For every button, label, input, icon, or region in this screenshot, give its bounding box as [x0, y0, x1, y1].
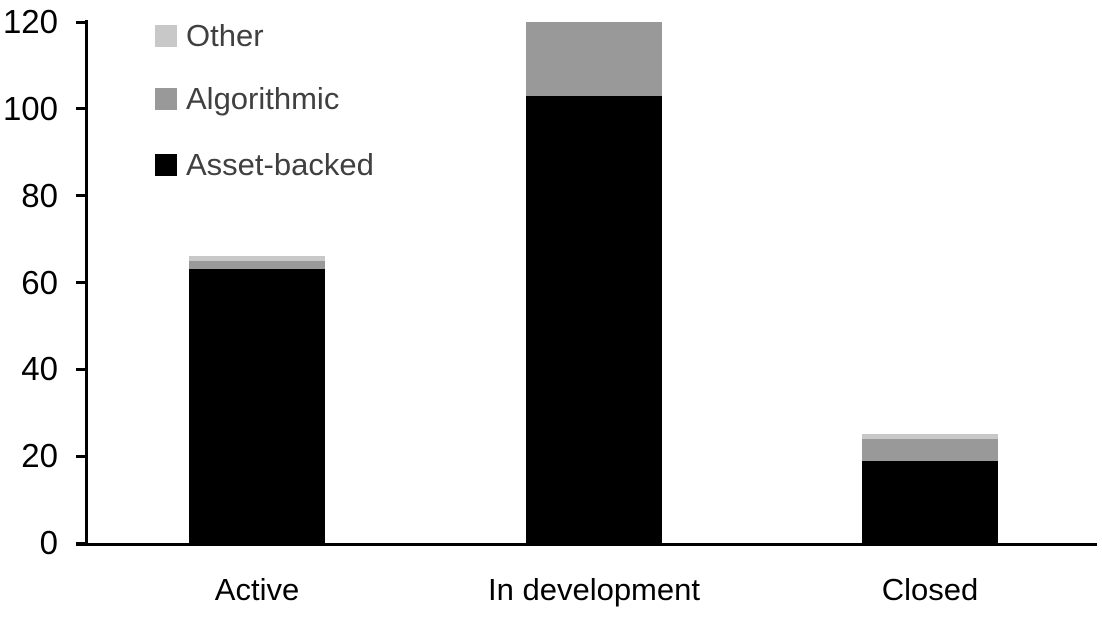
y-axis-tick	[76, 455, 88, 458]
legend-label: Algorithmic	[186, 81, 340, 116]
legend-swatch-algorithmic-icon	[155, 88, 177, 110]
legend-swatch-other-icon	[155, 25, 177, 47]
x-axis-label-closed: Closed	[881, 572, 979, 607]
legend-item-asset-backed: Asset-backed	[155, 143, 374, 187]
x-axis-label-active: Active	[214, 572, 300, 607]
bar-segment-algorithmic-in-development	[526, 22, 662, 96]
bar-segment-asset-backed-active	[189, 269, 325, 543]
y-axis-tick-label: 120	[2, 3, 58, 40]
y-axis-tick-label: 80	[21, 177, 58, 214]
bar-segment-asset-backed-in-development	[526, 95, 662, 543]
y-axis-tick-label: 40	[21, 350, 58, 387]
legend-item-algorithmic: Algorithmic	[155, 77, 339, 121]
y-axis-tick	[76, 542, 88, 545]
legend-label: Other	[186, 18, 264, 53]
y-axis-tick-label: 100	[2, 90, 58, 127]
bar-segment-algorithmic-active	[189, 260, 325, 270]
x-axis-label-in-development: In development	[488, 572, 700, 607]
y-axis-tick	[76, 194, 88, 197]
x-axis-line	[76, 543, 1097, 546]
y-axis-tick-label: 60	[21, 264, 58, 301]
legend-item-other: Other	[155, 14, 264, 58]
y-axis-tick	[76, 107, 88, 110]
legend-label: Asset-backed	[186, 147, 374, 182]
y-axis-tick	[76, 21, 88, 24]
y-axis-tick-label: 20	[21, 437, 58, 474]
y-axis-tick	[76, 368, 88, 371]
y-axis-tick-label: 0	[39, 524, 58, 561]
bar-segment-asset-backed-closed	[862, 460, 998, 543]
bar-segment-algorithmic-closed	[862, 438, 998, 461]
bar-segment-other-active	[189, 256, 325, 261]
legend-swatch-asset-backed-icon	[155, 154, 177, 176]
y-axis-tick	[76, 281, 88, 284]
bar-segment-other-closed	[862, 434, 998, 439]
